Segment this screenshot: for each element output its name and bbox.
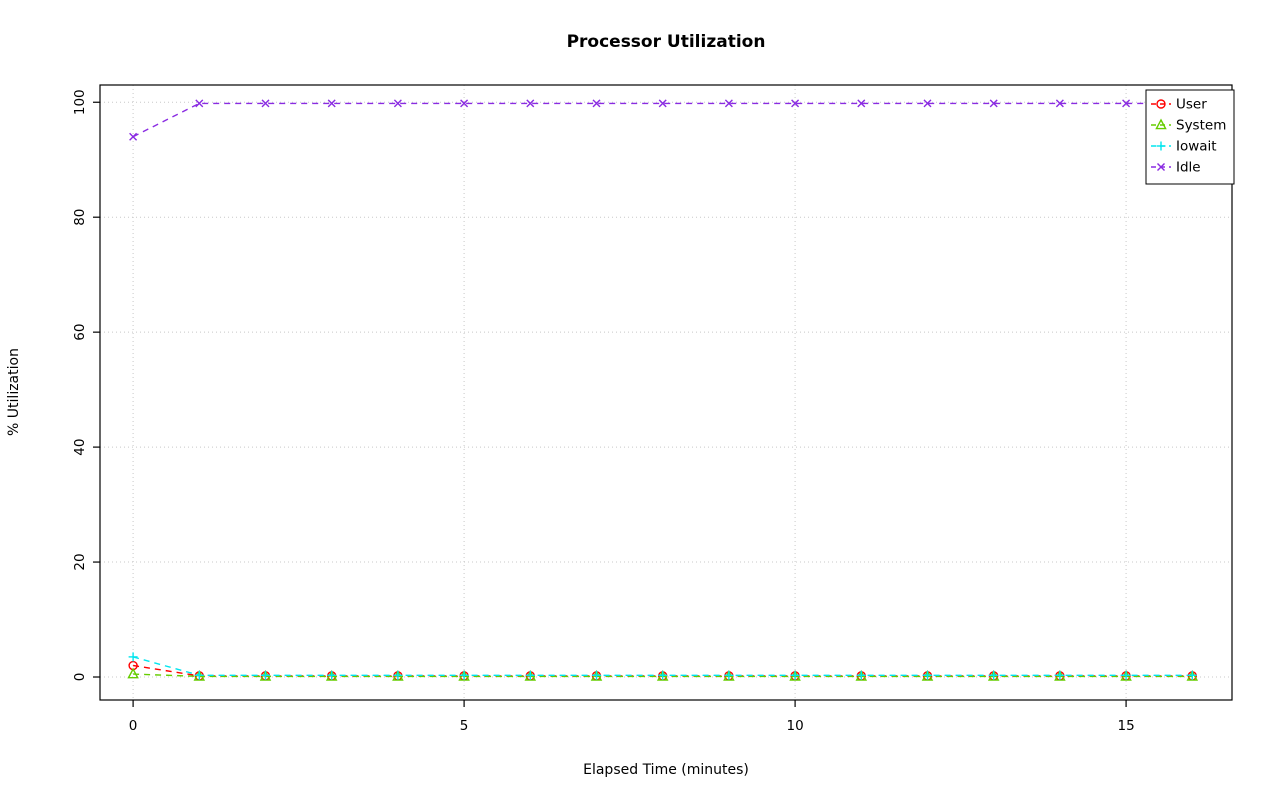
chart-title: Processor Utilization — [566, 32, 766, 52]
y-tick-label: 20 — [72, 553, 88, 570]
x-axis: 0 5 10 15 — [129, 700, 1135, 734]
x-tick-label: 10 — [786, 718, 803, 734]
y-axis: 0 20 40 60 80 100 — [72, 89, 100, 681]
y-axis-label: % Utilization — [6, 348, 22, 436]
x-tick-label: 0 — [129, 718, 138, 734]
x-tick-label: 15 — [1117, 718, 1134, 734]
y-tick-label: 100 — [72, 89, 88, 115]
series-idle — [129, 99, 1197, 141]
y-tick-label: 40 — [72, 439, 88, 456]
y-tick-label: 80 — [72, 209, 88, 226]
legend-label-iowait: Iowait — [1176, 139, 1217, 155]
legend-label-user: User — [1176, 97, 1207, 113]
legend: User System Iowait Idle — [1145, 89, 1235, 185]
x-tick-label: 5 — [460, 718, 469, 734]
x-axis-label: Elapsed Time (minutes) — [583, 762, 749, 778]
legend-label-system: System — [1176, 118, 1226, 134]
legend-box — [1145, 89, 1235, 185]
plot-border — [99, 84, 1233, 701]
series-iowait — [128, 652, 1197, 680]
legend-label-idle: Idle — [1176, 160, 1201, 176]
y-tick-label: 0 — [72, 673, 88, 682]
gridlines — [100, 85, 1232, 700]
y-tick-label: 60 — [72, 324, 88, 341]
